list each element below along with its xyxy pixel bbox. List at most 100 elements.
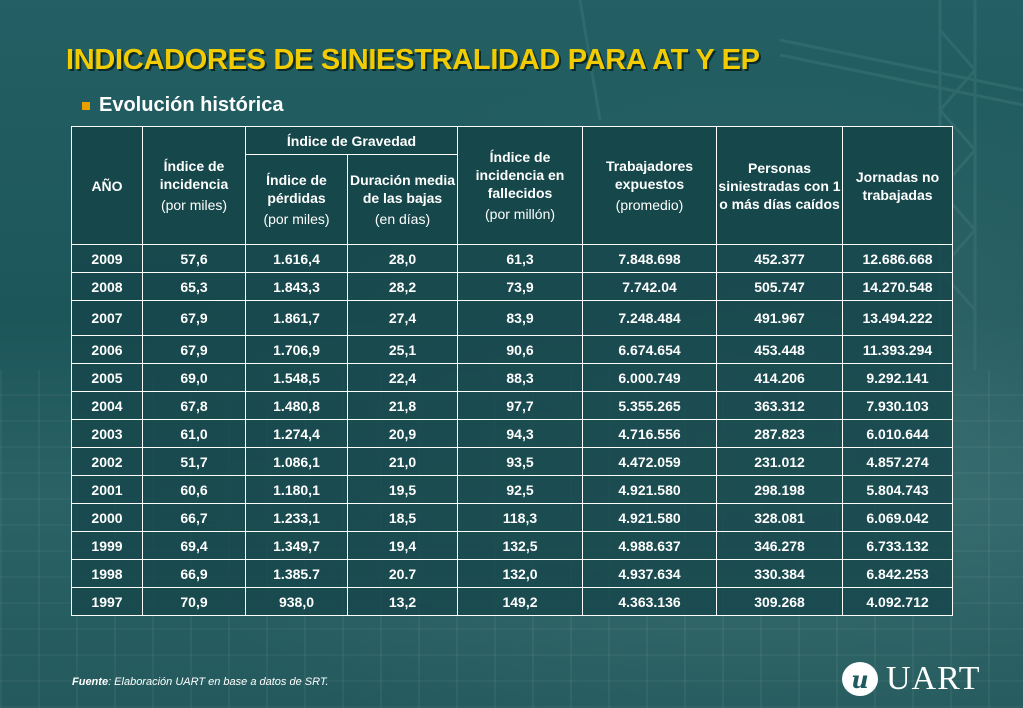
cell-injured-persons: 491.967 [716, 300, 844, 336]
cell-injured-persons: 298.198 [716, 475, 844, 504]
cell-lost-days: 11.393.294 [842, 335, 954, 364]
source-text: : Elaboración UART en base a datos de SR… [108, 676, 329, 688]
cell-loss-index: 1.349,7 [245, 531, 348, 560]
cell-lost-days: 4.857.274 [842, 447, 954, 476]
page-title: INDICADORES DE SINIESTRALIDAD PARA AT Y … [66, 44, 760, 76]
source-note: Fuente: Elaboración UART en base a datos… [72, 676, 329, 688]
header-incidence: Índice de incidencia (por miles) [142, 126, 246, 245]
cell-injured-persons: 505.747 [716, 272, 844, 301]
cell-incidence: 70,9 [142, 587, 246, 616]
cell-avg-duration: 22,4 [346, 363, 459, 392]
cell-fatal-incidence: 61,3 [457, 244, 584, 273]
cell-avg-duration: 21,0 [346, 447, 459, 476]
cell-year: 1997 [71, 587, 143, 616]
cell-fatal-incidence: 90,6 [457, 335, 584, 364]
cell-loss-index: 1.548,5 [245, 363, 348, 392]
cell-incidence: 61,0 [142, 419, 246, 448]
header-exposed-workers-label: Trabajadores expuestos [605, 158, 694, 192]
cell-exposed-workers: 6.000.749 [582, 363, 718, 392]
cell-exposed-workers: 7.848.698 [582, 244, 718, 273]
cell-lost-days: 9.292.141 [842, 363, 954, 392]
cell-injured-persons: 452.377 [716, 244, 844, 273]
cell-exposed-workers: 4.472.059 [582, 447, 718, 476]
cell-avg-duration: 20,9 [346, 419, 459, 448]
cell-lost-days: 6.069.042 [842, 503, 954, 532]
cell-injured-persons: 231.012 [716, 447, 844, 476]
header-injured-persons: Personas siniestradas con 1 o más días c… [716, 126, 844, 245]
header-avg-duration-unit: (en días) [374, 211, 431, 227]
table-row: 2007 67,9 1.861,7 27,4 83,9 7.248.484 491.967 1… [71, 300, 954, 336]
table-row: 2000 66,7 1.233,1 18,5 118,3 4.921.580 328.081… [71, 503, 954, 532]
cell-avg-duration: 25,1 [346, 335, 459, 364]
cell-exposed-workers: 5.355.265 [582, 391, 718, 420]
cell-avg-duration: 21,8 [346, 391, 459, 420]
header-loss-index-unit: (por miles) [263, 211, 330, 227]
cell-lost-days: 4.092.712 [842, 587, 954, 616]
cell-year: 2000 [71, 503, 143, 532]
cell-injured-persons: 363.312 [716, 391, 844, 420]
cell-exposed-workers: 7.248.484 [582, 300, 718, 336]
cell-injured-persons: 328.081 [716, 503, 844, 532]
cell-year: 2006 [71, 335, 143, 364]
cell-year: 1998 [71, 559, 143, 588]
cell-incidence: 51,7 [142, 447, 246, 476]
header-avg-duration-label: Duración media de las bajas [349, 172, 456, 206]
cell-fatal-incidence: 92,5 [457, 475, 584, 504]
cell-incidence: 67,9 [142, 300, 246, 336]
cell-loss-index: 1.616,4 [245, 244, 348, 273]
cell-injured-persons: 330.384 [716, 559, 844, 588]
cell-injured-persons: 309.268 [716, 587, 844, 616]
cell-exposed-workers: 4.921.580 [582, 503, 718, 532]
cell-incidence: 67,9 [142, 335, 246, 364]
cell-lost-days: 13.494.222 [842, 300, 954, 336]
cell-loss-index: 938,0 [245, 587, 348, 616]
table-row: 2003 61,0 1.274,4 20,9 94,3 4.716.556 287.823 6… [71, 419, 954, 448]
cell-year: 2001 [71, 475, 143, 504]
source-label: Fuente [72, 676, 109, 688]
cell-exposed-workers: 4.988.637 [582, 531, 718, 560]
cell-exposed-workers: 4.363.136 [582, 587, 718, 616]
cell-fatal-incidence: 83,9 [457, 300, 584, 336]
header-fatal-incidence-unit: (por millón) [485, 206, 556, 222]
table-row: 1997 70,9 938,0 13,2 149,2 4.363.136 309.268 4.… [71, 587, 954, 616]
uart-logo-text: UART [886, 660, 981, 697]
header-severity-group: Índice de Gravedad [244, 126, 459, 155]
table-row: 2001 60,6 1.180,1 19,5 92,5 4.921.580 298.198 5… [71, 475, 954, 504]
cell-incidence: 66,9 [142, 559, 246, 588]
cell-injured-persons: 346.278 [716, 531, 844, 560]
header-lost-days: Jornadas no trabajadas [842, 126, 954, 245]
table-header: AÑO Índice de incidencia (por miles) Índ… [71, 126, 954, 245]
cell-injured-persons: 287.823 [716, 419, 844, 448]
table-row: 1999 69,4 1.349,7 19,4 132,5 4.988.637 346.278… [71, 531, 954, 560]
cell-year: 2008 [71, 272, 143, 301]
cell-incidence: 69,0 [142, 363, 246, 392]
table-row: 2002 51,7 1.086,1 21,0 93,5 4.472.059 231.012 4… [71, 447, 954, 476]
cell-incidence: 65,3 [142, 272, 246, 301]
header-avg-duration: Duración media de las bajas (en días) [346, 154, 459, 245]
cell-fatal-incidence: 97,7 [457, 391, 584, 420]
cell-exposed-workers: 4.716.556 [582, 419, 718, 448]
subtitle-text: Evolución histórica [99, 94, 284, 116]
header-incidence-unit: (por miles) [160, 197, 228, 213]
cell-incidence: 66,7 [142, 503, 246, 532]
cell-avg-duration: 20.7 [346, 559, 459, 588]
cell-avg-duration: 13,2 [346, 587, 459, 616]
cell-avg-duration: 28,2 [346, 272, 459, 301]
cell-avg-duration: 28,0 [346, 244, 459, 273]
cell-loss-index: 1.180,1 [245, 475, 348, 504]
header-fatal-incidence: Índice de incidencia en fallecidos (por … [457, 126, 584, 245]
uart-logo-mark-icon: u [842, 662, 878, 696]
cell-exposed-workers: 6.674.654 [582, 335, 718, 364]
cell-avg-duration: 18,5 [346, 503, 459, 532]
cell-loss-index: 1.385.7 [245, 559, 348, 588]
cell-lost-days: 6.733.132 [842, 531, 954, 560]
header-fatal-incidence-label: Índice de incidencia en fallecidos [475, 149, 565, 201]
cell-lost-days: 6.842.253 [842, 559, 954, 588]
table-row: 2009 57,6 1.616,4 28,0 61,3 7.848.698 452.377 1… [71, 244, 954, 273]
cell-fatal-incidence: 132,5 [457, 531, 584, 560]
cell-year: 2004 [71, 391, 143, 420]
cell-fatal-incidence: 132,0 [457, 559, 584, 588]
cell-fatal-incidence: 73,9 [457, 272, 584, 301]
header-loss-index-label: Índice de pérdidas [266, 172, 327, 206]
cell-lost-days: 7.930.103 [842, 391, 954, 420]
